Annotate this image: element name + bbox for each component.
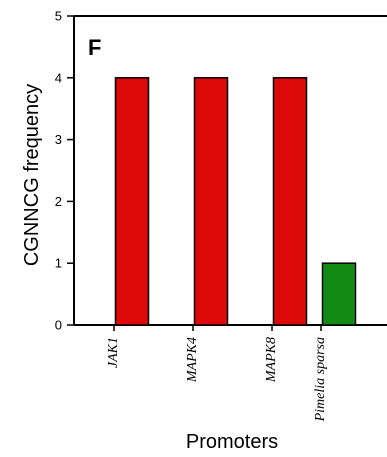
bar — [272, 77, 308, 326]
y-tick-label: 5 — [55, 9, 62, 24]
bar — [193, 77, 229, 326]
x-axis-ticks: JAK1 MAPK4 MAPK8 Pimelia sparsa — [106, 325, 328, 422]
x-tick-label: Pimelia sparsa — [313, 337, 328, 422]
x-tick-label: JAK1 — [106, 337, 121, 368]
y-axis-ticks: 0 1 2 3 4 5 — [55, 9, 74, 333]
y-tick-label: 4 — [55, 70, 62, 85]
y-tick-label: 0 — [55, 318, 62, 333]
y-tick-label: 1 — [55, 256, 62, 271]
y-axis-title: CGNNCG frequency — [21, 84, 43, 266]
y-tick-label: 2 — [55, 194, 62, 209]
bar — [114, 77, 150, 326]
panel-label: F — [88, 35, 101, 60]
y-tick-label: 3 — [55, 132, 62, 147]
bars — [114, 77, 357, 326]
x-axis-title: Promoters — [186, 431, 278, 453]
x-tick-label: MAPK8 — [264, 337, 279, 383]
bar — [321, 262, 357, 326]
x-tick-label: MAPK4 — [185, 337, 200, 383]
